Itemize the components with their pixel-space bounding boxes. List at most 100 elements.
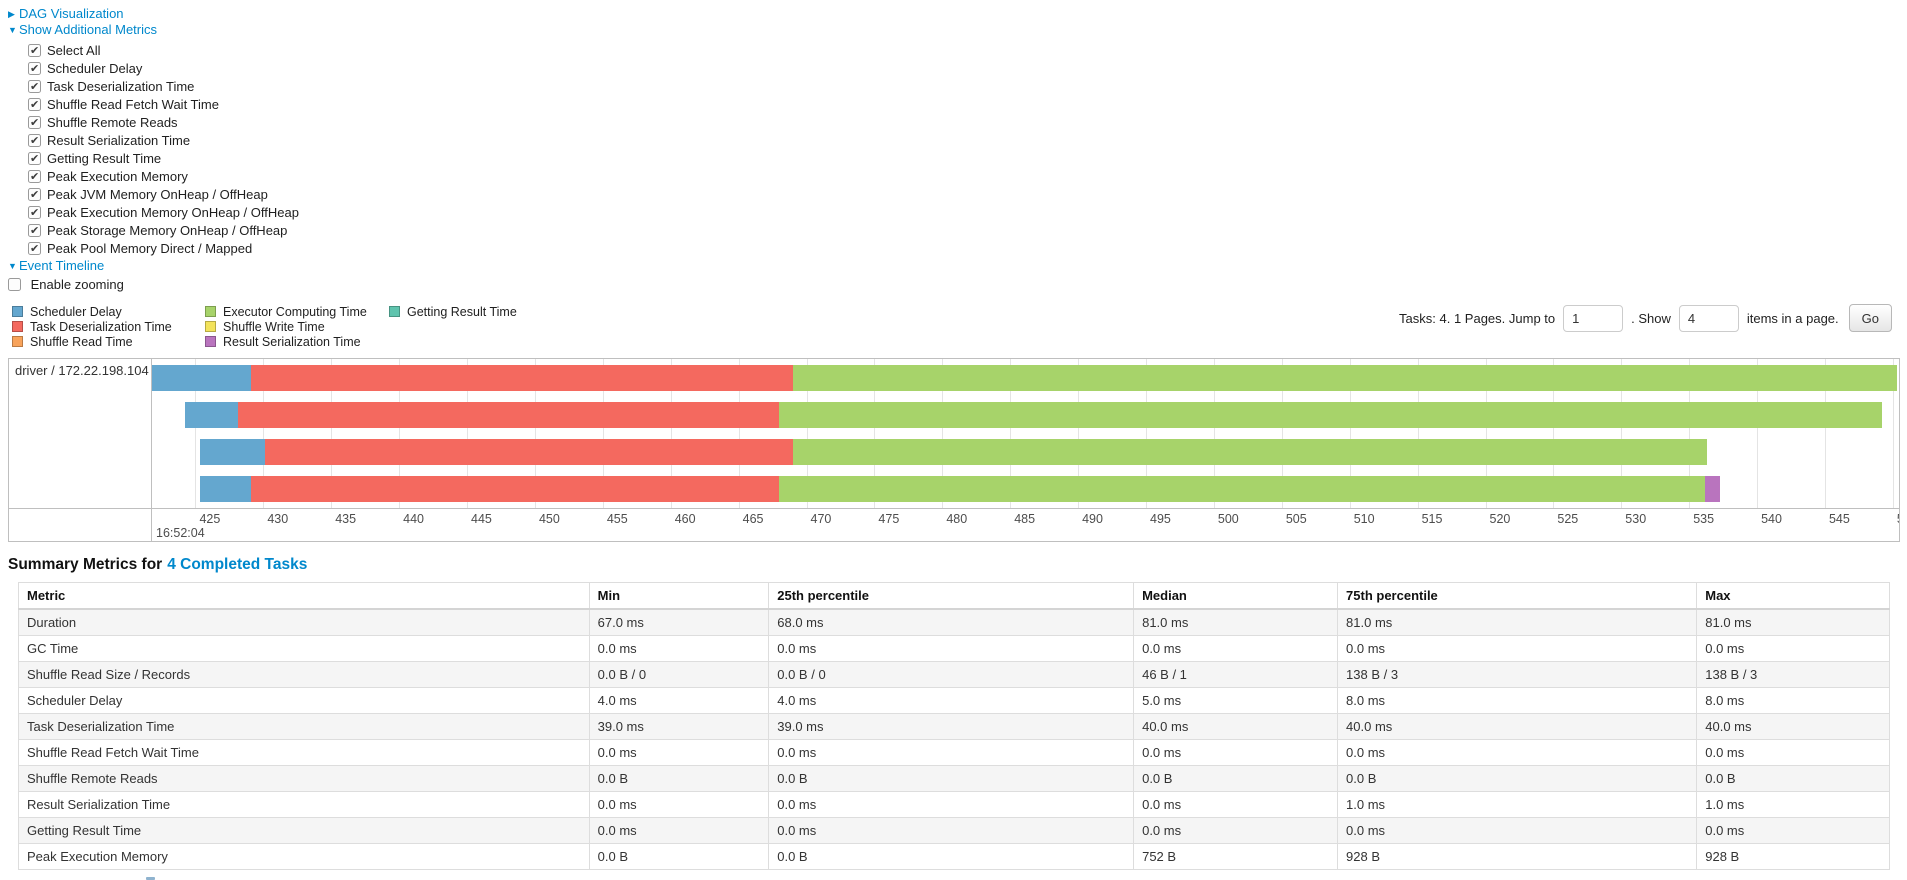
metric-value-cell: 0.0 B / 0 xyxy=(588,661,770,688)
task-bar-segment-task-deserialization-time[interactable] xyxy=(237,402,780,428)
timeline-legend: Scheduler Delay Task Deserialization Time… xyxy=(12,304,1907,349)
metrics-checkbox-list: Select All Scheduler Delay Task Deserializ… xyxy=(28,42,1907,258)
enable-zooming-checkbox[interactable] xyxy=(8,278,21,291)
axis-tick-label: 550 xyxy=(1893,512,1899,526)
checkbox-peak-pool-memory-direct-mapped[interactable] xyxy=(28,240,41,258)
metric-checkbox-row: Peak JVM Memory OnHeap / OffHeap xyxy=(28,186,1907,204)
checkbox-result-serialization-time[interactable] xyxy=(28,132,41,150)
summary-metrics-heading: Summary Metrics for 4 Completed Tasks xyxy=(8,556,1907,574)
legend-label: Task Deserialization Time xyxy=(30,320,172,334)
dag-visualization-toggle[interactable]: ▶ DAG Visualization xyxy=(8,6,1907,22)
task-bar-segment-task-deserialization-time[interactable] xyxy=(264,439,793,465)
metric-value-cell: 0.0 ms xyxy=(1133,635,1339,662)
axis-tick-label: 535 xyxy=(1693,512,1715,526)
checkbox-label: Shuffle Remote Reads xyxy=(47,115,178,130)
metric-value-cell: 0.0 ms xyxy=(588,739,770,766)
legend-label: Shuffle Read Time xyxy=(30,335,133,349)
metric-value-cell: 0.0 ms xyxy=(1696,817,1890,844)
table-row-shuffle-remote-reads: Shuffle Remote Reads 0.0 B 0.0 B 0.0 B 0.0 B… xyxy=(18,765,1890,792)
checkbox-shuffle-remote-reads[interactable] xyxy=(28,114,41,132)
checkbox-label: Task Deserialization Time xyxy=(47,79,195,94)
metric-value-cell: 0.0 ms xyxy=(1337,817,1698,844)
task-bar-segment-executor-computing-time[interactable] xyxy=(792,365,1897,391)
completed-tasks-link[interactable]: 4 Completed Tasks xyxy=(167,556,308,573)
metric-value-cell: 0.0 ms xyxy=(1696,739,1890,766)
metric-checkbox-row: Shuffle Read Fetch Wait Time xyxy=(28,96,1907,114)
task-timeline-row xyxy=(152,439,1899,465)
axis-gridline xyxy=(1892,359,1894,509)
task-bar-segment-executor-computing-time[interactable] xyxy=(779,476,1706,502)
checkbox-task-deserialization-time[interactable] xyxy=(28,78,41,96)
axis-gridline xyxy=(602,359,604,509)
task-bar-segment-scheduler-delay[interactable] xyxy=(199,476,252,502)
axis-tick-label: 515 xyxy=(1421,512,1443,526)
metric-value-cell: 8.0 ms xyxy=(1696,687,1890,714)
jump-to-page-input[interactable] xyxy=(1563,304,1624,332)
dag-visualization-link[interactable]: DAG Visualization xyxy=(19,6,124,21)
event-timeline-link[interactable]: Event Timeline xyxy=(19,258,105,273)
checkbox-getting-result-time[interactable] xyxy=(28,150,41,168)
metric-value-cell: 8.0 ms xyxy=(1337,687,1698,714)
table-header-75th-percentile: 75th percentile xyxy=(1337,582,1698,610)
metric-value-cell: 0.0 ms xyxy=(768,739,1135,766)
items-per-page-input[interactable] xyxy=(1678,304,1739,332)
axis-gridline xyxy=(1621,359,1623,509)
metric-value-cell: 0.0 ms xyxy=(768,791,1135,818)
metric-value-cell: 928 B xyxy=(1696,843,1890,870)
task-bar-segment-task-deserialization-time[interactable] xyxy=(251,476,780,502)
pagination-suffix-text: items in a page. xyxy=(1746,310,1839,326)
metric-value-cell: 928 B xyxy=(1337,843,1698,870)
axis-gridline xyxy=(738,359,740,509)
task-bar-segment-executor-computing-time[interactable] xyxy=(792,439,1707,465)
table-header-min: Min xyxy=(588,582,770,610)
axis-gridline xyxy=(1824,359,1826,509)
expanded-arrow-icon: ▼ xyxy=(8,261,17,271)
summary-metrics-table: Metric Min 25th percentile Median 75th perce… xyxy=(18,582,1890,870)
table-row-scheduler-delay: Scheduler Delay 4.0 ms 4.0 ms 5.0 ms 8.0 ms 8… xyxy=(18,687,1890,714)
task-timeline-row xyxy=(152,476,1899,502)
checkbox-shuffle-read-fetch-wait-time[interactable] xyxy=(28,96,41,114)
collapsed-arrow-icon: ▶ xyxy=(8,9,15,19)
metric-checkbox-row: Select All xyxy=(28,42,1907,60)
axis-tick-label: 495 xyxy=(1150,512,1171,526)
checkbox-select-all[interactable] xyxy=(28,42,41,60)
axis-tick-label: 510 xyxy=(1353,512,1375,526)
legend-item-result-serialization-time: Result Serialization Time xyxy=(205,334,389,349)
legend-label: Getting Result Time xyxy=(407,305,517,319)
metric-name-cell: Shuffle Remote Reads xyxy=(18,765,590,792)
task-bar-segment-task-deserialization-time[interactable] xyxy=(251,365,793,391)
metric-name-cell: Result Serialization Time xyxy=(18,791,590,818)
axis-gridline xyxy=(1213,359,1215,509)
task-bar-segment-scheduler-delay[interactable] xyxy=(199,439,265,465)
task-bar-segment-result-serialization-time[interactable] xyxy=(1705,476,1721,502)
task-bar-segment-scheduler-delay[interactable] xyxy=(184,402,238,428)
task-bar-segment-executor-computing-time[interactable] xyxy=(779,402,1882,428)
axis-gridline xyxy=(1010,359,1012,509)
task-bar-segment-scheduler-delay[interactable] xyxy=(152,365,252,391)
checkbox-peak-storage-memory-onheap-offheap[interactable] xyxy=(28,222,41,240)
metric-value-cell: 1.0 ms xyxy=(1696,791,1890,818)
event-timeline-toggle[interactable]: ▼ Event Timeline xyxy=(8,258,1907,274)
axis-tick-label: 435 xyxy=(335,512,357,526)
legend-swatch-icon xyxy=(12,321,23,332)
checkbox-peak-execution-memory-onheap-offheap[interactable] xyxy=(28,204,41,222)
axis-gridline xyxy=(874,359,876,509)
go-button[interactable]: Go xyxy=(1848,304,1892,332)
show-additional-metrics-toggle[interactable]: ▼ Show Additional Metrics xyxy=(8,22,1907,38)
axis-tick-label: 445 xyxy=(471,512,492,526)
metric-value-cell: 0.0 B xyxy=(1133,765,1339,792)
metric-value-cell: 0.0 B xyxy=(1337,765,1698,792)
checkbox-peak-execution-memory[interactable] xyxy=(28,168,41,186)
legend-item-scheduler-delay: Scheduler Delay xyxy=(12,304,205,319)
metric-value-cell: 752 B xyxy=(1133,843,1339,870)
legend-label: Result Serialization Time xyxy=(223,335,361,349)
checkbox-scheduler-delay[interactable] xyxy=(28,60,41,78)
checkbox-peak-jvm-memory-onheap-offheap[interactable] xyxy=(28,186,41,204)
metric-value-cell: 0.0 ms xyxy=(768,635,1135,662)
table-row-shuffle-read-size-records: Shuffle Read Size / Records 0.0 B / 0 0.0 … xyxy=(18,661,1890,688)
show-additional-metrics-link[interactable]: Show Additional Metrics xyxy=(19,22,158,37)
axis-tick-label: 525 xyxy=(1557,512,1579,526)
task-pagination: Tasks: 4. 1 Pages. Jump to . Show items … xyxy=(1397,304,1892,332)
axis-gridline xyxy=(1349,359,1351,509)
legend-column: Executor Computing Time Shuffle Write Tim… xyxy=(205,304,389,349)
